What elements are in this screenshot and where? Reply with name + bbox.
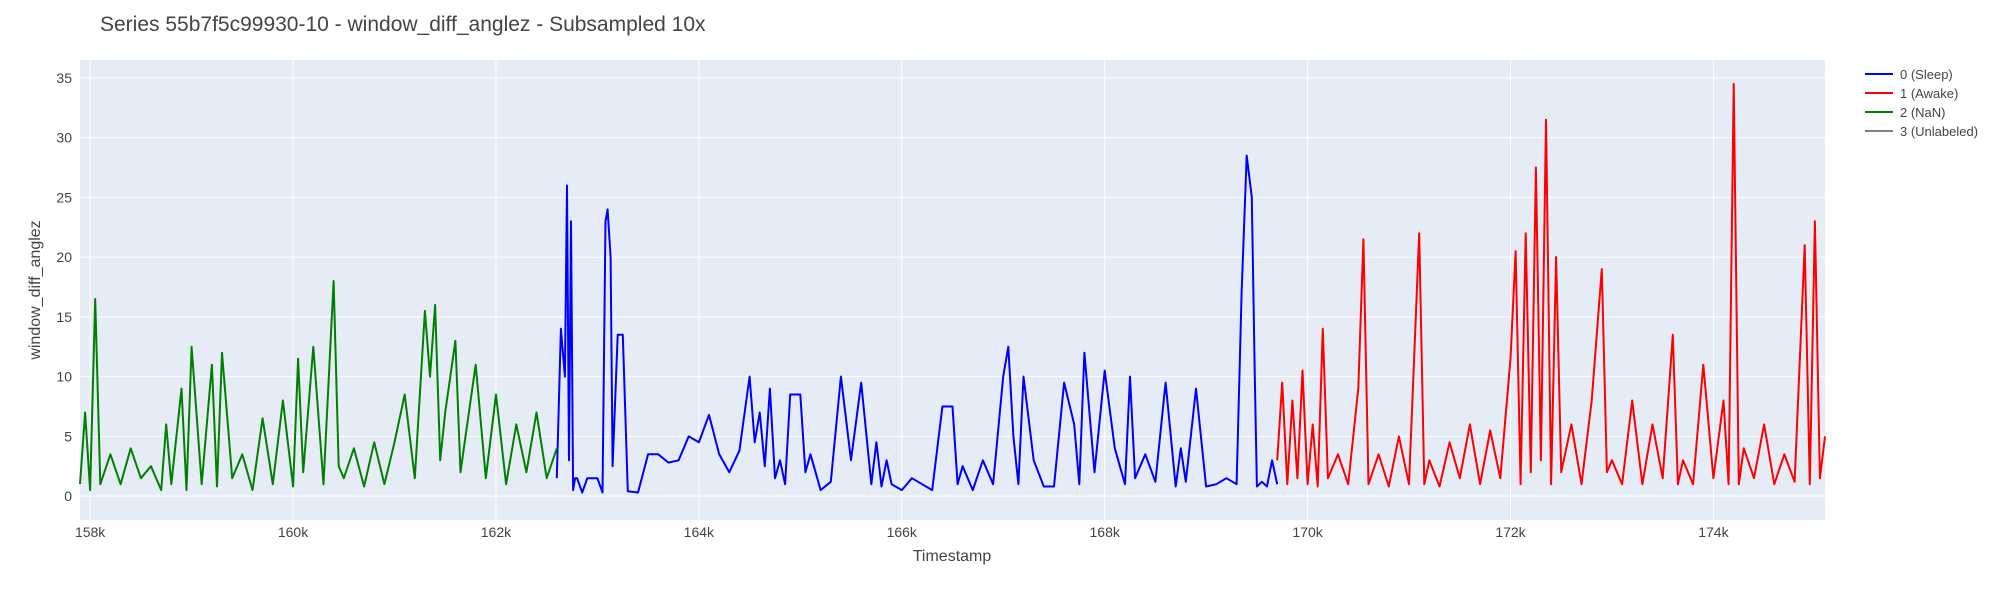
x-tick-label: 162k [481,524,512,540]
legend-label: 1 (Awake) [1900,86,1958,101]
series-line-1-awake [1276,82,1826,488]
legend-label: 3 (Unlabeled) [1900,124,1978,139]
y-axis-title: window_diff_anglez [27,220,44,360]
legend-item[interactable]: 1 (Awake) [1865,86,1958,101]
legend-item[interactable]: 2 (NaN) [1865,105,1946,120]
y-tick-label: 30 [56,130,72,146]
plot-area [80,60,1825,520]
series-line-0-sleep [555,154,1279,494]
x-tick-label: 172k [1495,524,1526,540]
y-tick-label: 25 [56,189,72,205]
x-tick-label: 158k [75,524,106,540]
chart-title: Series 55b7f5c99930-10 - window_diff_ang… [100,13,706,36]
y-tick-label: 5 [64,428,72,444]
x-tick-label: 168k [1090,524,1121,540]
x-tick-label: 174k [1698,524,1729,540]
y-tick-label: 20 [56,249,72,265]
legend[interactable]: 0 (Sleep) 1 (Awake) 2 (NaN) 3 (Unlabeled) [1865,67,1978,139]
y-tick-label: 10 [56,369,72,385]
y-tick-label: 35 [56,70,72,86]
y-tick-label: 0 [64,488,72,504]
x-axis-ticks: 158k 160k 162k 164k 166k 168k 170k 172k 174k [75,524,1730,540]
series-layer [79,82,1826,494]
y-axis-ticks: 0 5 10 15 20 25 30 35 [56,70,72,504]
x-axis-title: Timestamp [913,548,992,565]
legend-item[interactable]: 3 (Unlabeled) [1865,124,1978,139]
legend-label: 2 (NaN) [1900,105,1946,120]
legend-item[interactable]: 0 (Sleep) [1865,67,1953,82]
x-tick-label: 160k [278,524,309,540]
x-tick-label: 164k [684,524,715,540]
legend-label: 0 (Sleep) [1900,67,1953,82]
x-tick-label: 170k [1292,524,1323,540]
series-line-2-nan [79,280,558,492]
y-tick-label: 15 [56,309,72,325]
x-tick-label: 166k [887,524,918,540]
